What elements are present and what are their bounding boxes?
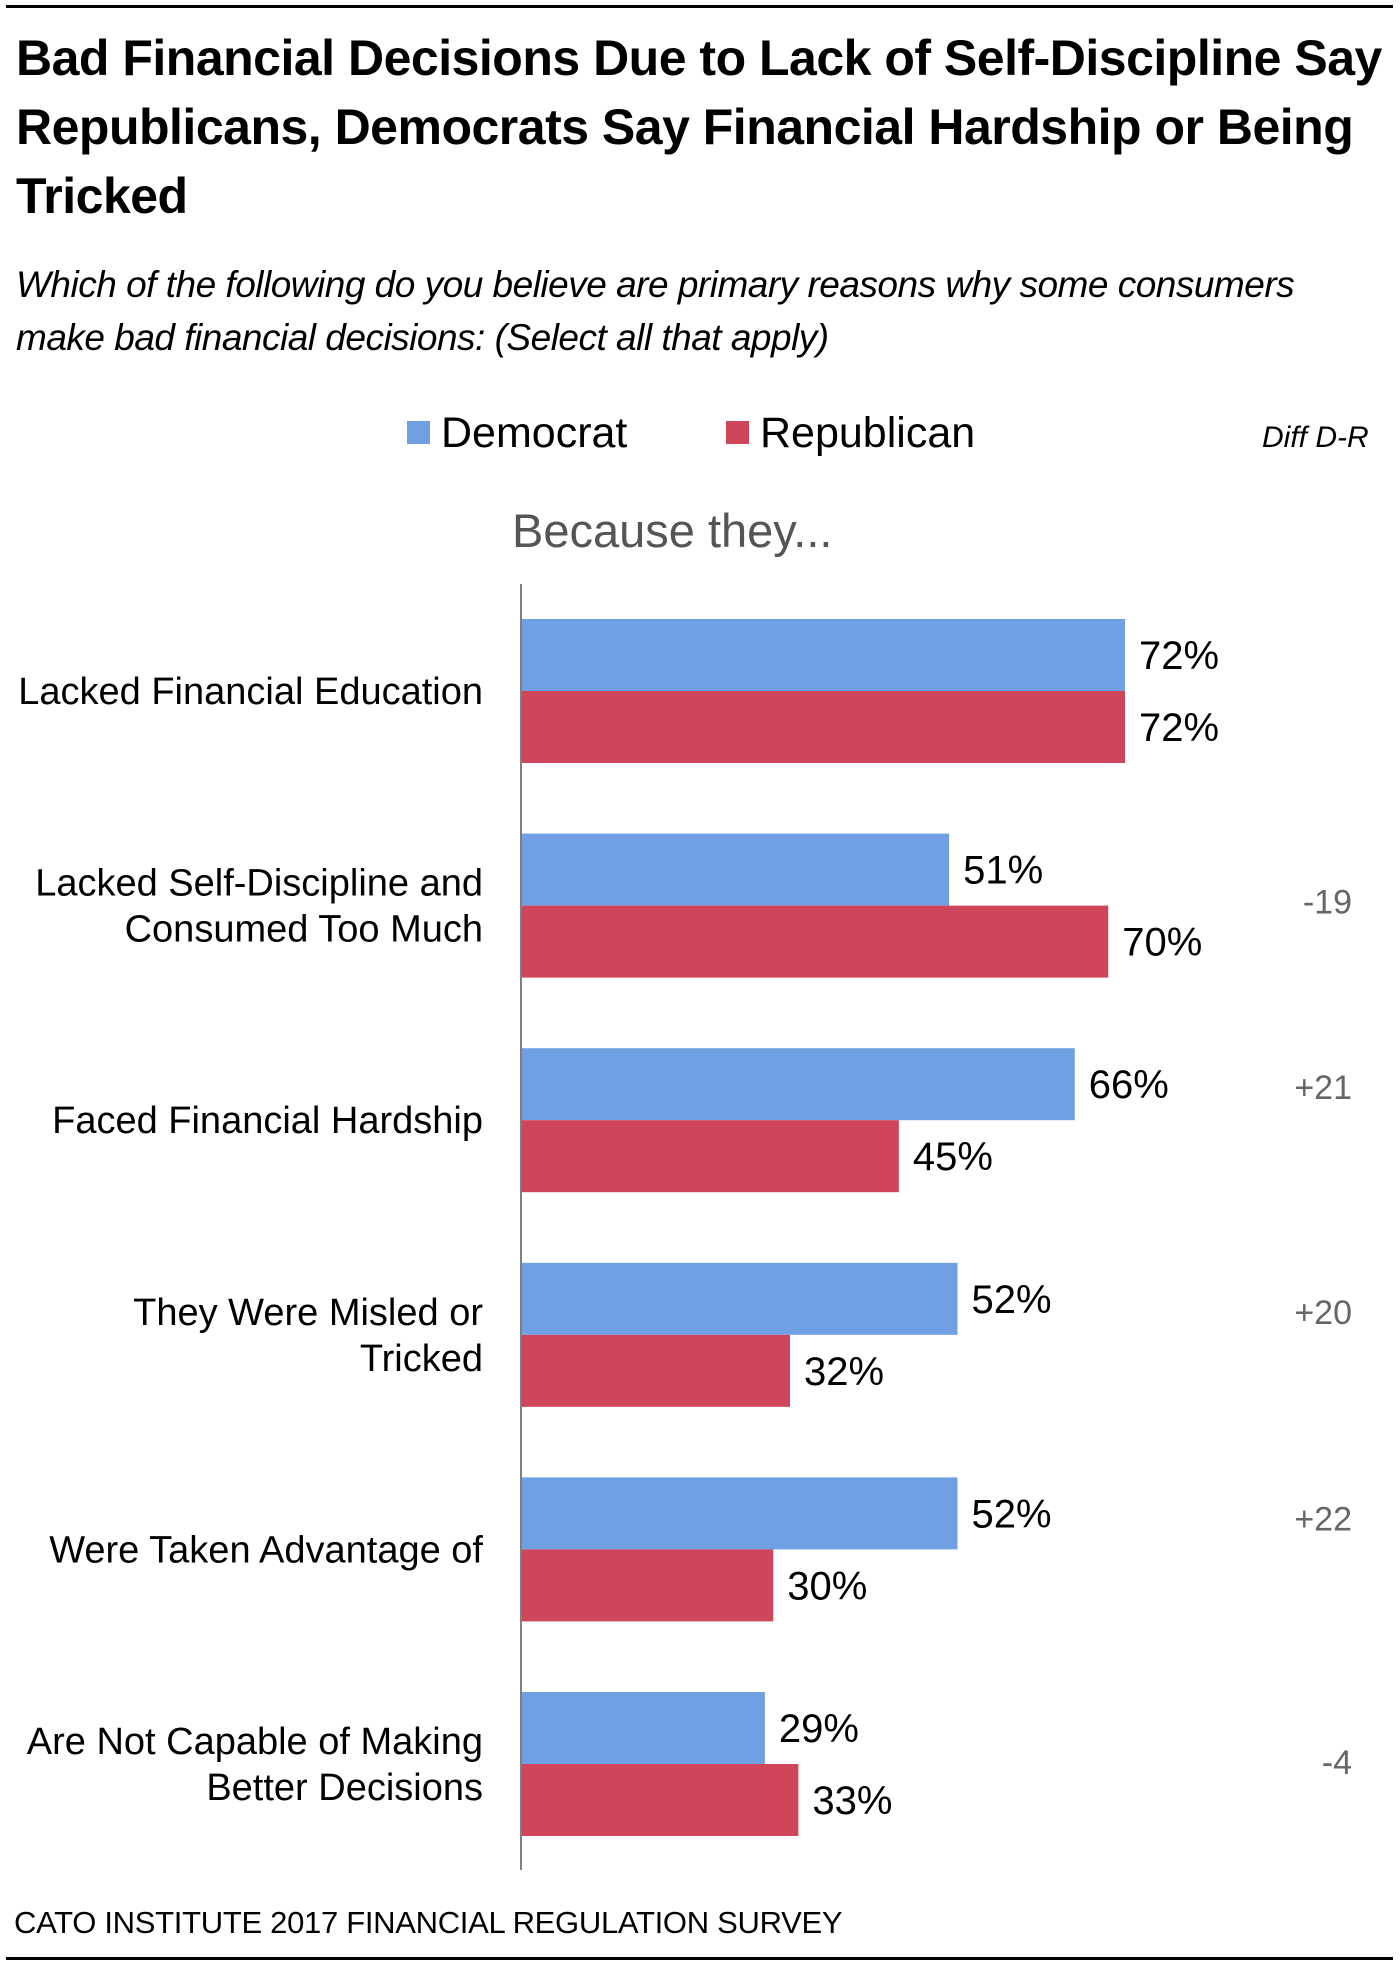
bar-republican [522, 1120, 899, 1193]
value-label-democrat: 51% [963, 849, 1043, 893]
diff-label: -4 [1322, 1744, 1352, 1782]
bar-democrat [522, 1692, 765, 1764]
bar-republican [522, 905, 1109, 978]
diff-label: +22 [1294, 1500, 1352, 1538]
bar-republican [522, 691, 1125, 763]
bar-democrat [522, 619, 1125, 691]
diff-label: +21 [1294, 1069, 1352, 1107]
legend-swatch-democrat [407, 421, 430, 444]
top-rule [6, 5, 1393, 8]
bar-republican [522, 1334, 790, 1407]
value-label-democrat: 66% [1089, 1063, 1169, 1107]
source-footer: CATO INSTITUTE 2017 FINANCIAL REGULATION… [14, 1905, 843, 1940]
category-label: Faced Financial Hardship [52, 1100, 483, 1142]
value-label-republican: 33% [812, 1779, 892, 1823]
legend-label-republican: Republican [760, 409, 976, 457]
category-label: Better Decisions [206, 1767, 483, 1809]
value-label-republican: 30% [787, 1564, 867, 1608]
legend-label-democrat: Democrat [441, 409, 628, 457]
diff-header: Diff D-R [1262, 421, 1369, 454]
bar-democrat [522, 833, 950, 906]
value-label-democrat: 52% [972, 1492, 1052, 1536]
value-label-republican: 32% [804, 1350, 884, 1394]
value-label-democrat: 72% [1139, 634, 1219, 678]
legend-swatch-republican [726, 421, 749, 444]
value-label-democrat: 52% [972, 1278, 1052, 1322]
diff-label: -19 [1303, 884, 1352, 922]
axis-header: Because they... [512, 504, 833, 557]
chart-title: Bad Financial Decisions Due to Lack of S… [16, 30, 1382, 224]
category-label: Tricked [360, 1338, 483, 1380]
value-label-republican: 45% [913, 1135, 993, 1179]
value-label-democrat: 29% [779, 1707, 859, 1751]
bar-democrat [522, 1262, 958, 1335]
bar-republican [522, 1764, 799, 1836]
chart-subtitle: Which of the following do you believe ar… [16, 264, 1295, 358]
value-label-republican: 70% [1122, 921, 1202, 965]
category-label: Are Not Capable of Making [27, 1721, 483, 1763]
bar-democrat [522, 1048, 1075, 1121]
category-label: They Were Misled or [133, 1292, 483, 1334]
category-label: Were Taken Advantage of [49, 1529, 483, 1571]
bar-republican [522, 1549, 774, 1622]
diff-label: +20 [1294, 1294, 1352, 1332]
bottom-rule [6, 1957, 1393, 1960]
bar-democrat [522, 1477, 958, 1550]
category-label: Lacked Self-Discipline and [35, 863, 483, 905]
category-label: Lacked Financial Education [18, 671, 483, 713]
category-label: Consumed Too Much [125, 909, 483, 951]
value-label-republican: 72% [1139, 706, 1219, 750]
